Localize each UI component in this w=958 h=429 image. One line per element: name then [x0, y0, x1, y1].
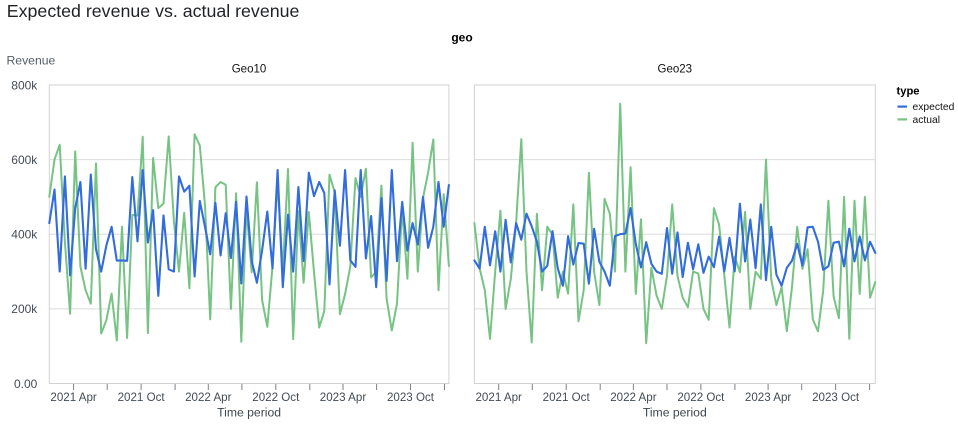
svg-text:200k: 200k	[11, 302, 38, 316]
svg-text:800k: 800k	[11, 78, 38, 92]
svg-text:2022 Apr: 2022 Apr	[610, 391, 657, 404]
svg-text:2023 Oct: 2023 Oct	[812, 391, 860, 404]
svg-text:600k: 600k	[11, 153, 38, 167]
svg-text:Geo23: Geo23	[658, 63, 693, 75]
svg-text:2021 Apr: 2021 Apr	[50, 391, 97, 404]
svg-text:expected: expected	[913, 102, 955, 113]
svg-text:400k: 400k	[11, 228, 38, 242]
svg-text:Expected revenue vs. actual re: Expected revenue vs. actual revenue	[7, 1, 300, 21]
svg-text:0.00: 0.00	[14, 377, 38, 391]
svg-text:type: type	[897, 85, 920, 97]
svg-text:Time period: Time period	[217, 406, 281, 420]
svg-text:2021 Oct: 2021 Oct	[543, 391, 591, 404]
svg-text:2022 Oct: 2022 Oct	[252, 391, 300, 404]
svg-text:2023 Oct: 2023 Oct	[387, 391, 435, 404]
svg-text:Revenue: Revenue	[7, 53, 56, 67]
svg-text:2022 Oct: 2022 Oct	[677, 391, 725, 404]
svg-text:Time period: Time period	[643, 406, 707, 420]
svg-text:2021 Oct: 2021 Oct	[118, 391, 166, 404]
svg-text:2023 Apr: 2023 Apr	[320, 391, 367, 404]
svg-text:2022 Apr: 2022 Apr	[185, 391, 232, 404]
svg-text:2021 Apr: 2021 Apr	[475, 391, 522, 404]
svg-text:actual: actual	[913, 115, 940, 126]
svg-text:Geo10: Geo10	[232, 63, 267, 75]
svg-text:geo: geo	[451, 31, 472, 45]
svg-text:2023 Apr: 2023 Apr	[745, 391, 792, 404]
